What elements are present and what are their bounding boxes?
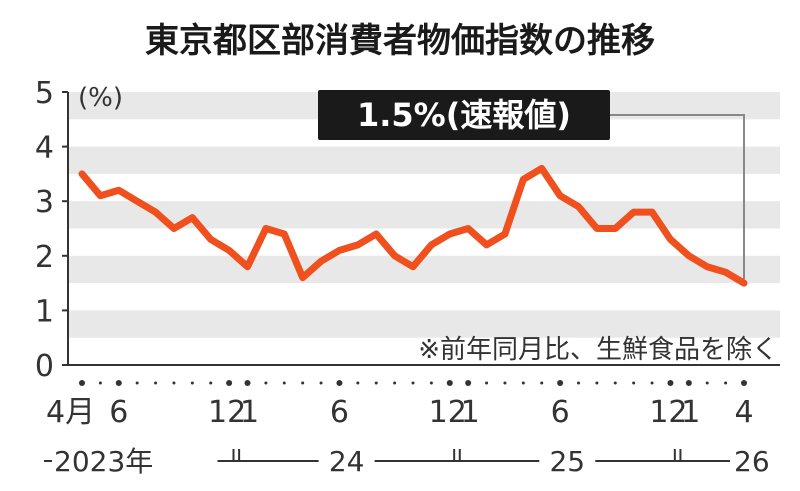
x-tick-dot-34 (705, 381, 709, 385)
band-1 (68, 310, 780, 338)
x-tick-dot-15 (356, 381, 360, 385)
year-bracket-1: 24 (232, 445, 461, 478)
x-tick-label-20: 12 (429, 395, 467, 430)
y-axis-unit: (%) (78, 83, 123, 113)
x-tick-dot-27 (577, 381, 580, 385)
x-tick-dot-2 (115, 380, 122, 386)
x-tick-dot-16 (374, 381, 378, 385)
y-tick-label-1: 1 (35, 294, 54, 329)
x-tick-dot-6 (190, 381, 194, 385)
cpi-series-line (78, 164, 748, 287)
x-tick-dot-33 (685, 380, 692, 386)
year-bracket-line-right-1 (374, 449, 461, 462)
x-tick-label-8: 12 (208, 395, 246, 430)
x-tick-dot-9 (244, 380, 251, 386)
x-tick-dot-25 (540, 381, 544, 385)
year-bracket-line-right-0 (217, 449, 241, 462)
x-tick-dot-18 (411, 381, 415, 385)
x-tick-dot-28 (595, 381, 599, 385)
x-tick-dot-4 (154, 381, 158, 385)
year-bracket-line-left-1 (232, 449, 319, 462)
y-tick-label-0: 0 (35, 349, 54, 384)
x-tick-dot-14 (336, 380, 343, 386)
x-tick-label-21: 1 (461, 395, 480, 430)
callout-box: 1.5%(速報値) (318, 90, 610, 140)
x-tick-label-14: 6 (330, 395, 349, 430)
x-tick-label-33: 1 (681, 395, 700, 430)
x-tick-dot-12 (301, 381, 305, 385)
x-tick-dot-17 (393, 381, 397, 385)
chart-note: ※前年同月比、生鮮食品を除く (418, 335, 778, 365)
x-tick-dot-11 (282, 381, 286, 385)
x-tick-dot-29 (613, 381, 617, 385)
year-bracket-0: 2023年 (44, 445, 241, 478)
x-tick-dot-31 (650, 381, 654, 385)
x-tick-dot-3 (135, 381, 139, 385)
year-bracket-line-right-2 (595, 449, 682, 462)
x-tick-label-36: 4 (734, 395, 753, 430)
y-tick-label-3: 3 (35, 185, 54, 220)
y-tick-label-2: 2 (35, 240, 54, 275)
year-bracket-line-3 (673, 449, 730, 462)
x-tick-dot-22 (485, 381, 489, 385)
y-axis: 0 1 2 3 4 5 (35, 76, 780, 384)
x-tick-dot-20 (446, 380, 453, 386)
x-tick-dot-26 (557, 380, 564, 386)
year-label-2: 25 (549, 445, 585, 478)
year-bracket-3: 26 (673, 445, 770, 478)
year-label-0: 2023年 (54, 445, 153, 478)
x-tick-dot-21 (465, 380, 472, 386)
callout-leader-line (610, 114, 745, 280)
x-tick-label-2: 6 (109, 395, 128, 430)
y-tick-label-4: 4 (35, 131, 54, 166)
x-tick-label-0: 4月 (46, 395, 95, 430)
x-tick-dot-8 (226, 380, 233, 386)
x-tick-dot-13 (319, 381, 323, 385)
x-tick-dot-1 (98, 381, 102, 385)
x-tick-label-9: 1 (240, 395, 259, 430)
band-2 (68, 255, 780, 284)
x-tick-dot-30 (632, 381, 636, 385)
x-tick-dot-7 (209, 381, 213, 385)
y-tick-label-5: 5 (35, 76, 54, 111)
x-tick-dot-5 (172, 381, 176, 385)
x-tick-dot-19 (429, 381, 433, 385)
year-label-3: 26 (734, 445, 770, 478)
x-tick-dot-23 (503, 381, 507, 385)
chart-title: 東京都区部消費者物価指数の推移 (145, 21, 655, 61)
x-tick-dot-36 (741, 380, 747, 386)
x-tick-dot-0 (79, 380, 85, 386)
callout-label: 1.5%(速報値) (357, 96, 571, 134)
x-tick-dot-35 (724, 381, 728, 385)
band-4 (68, 146, 780, 174)
callout-background (318, 90, 610, 140)
x-tick-dot-10 (264, 381, 268, 385)
year-bracket-2: 25 (453, 445, 682, 478)
x-tick-label-26: 6 (551, 395, 570, 430)
x-tick-dot-32 (667, 380, 674, 386)
year-bracket-line-left-2 (453, 449, 540, 462)
x-tick-dot-24 (521, 381, 525, 385)
x-tick-label-32: 12 (649, 395, 687, 430)
year-label-1: 24 (329, 445, 365, 478)
